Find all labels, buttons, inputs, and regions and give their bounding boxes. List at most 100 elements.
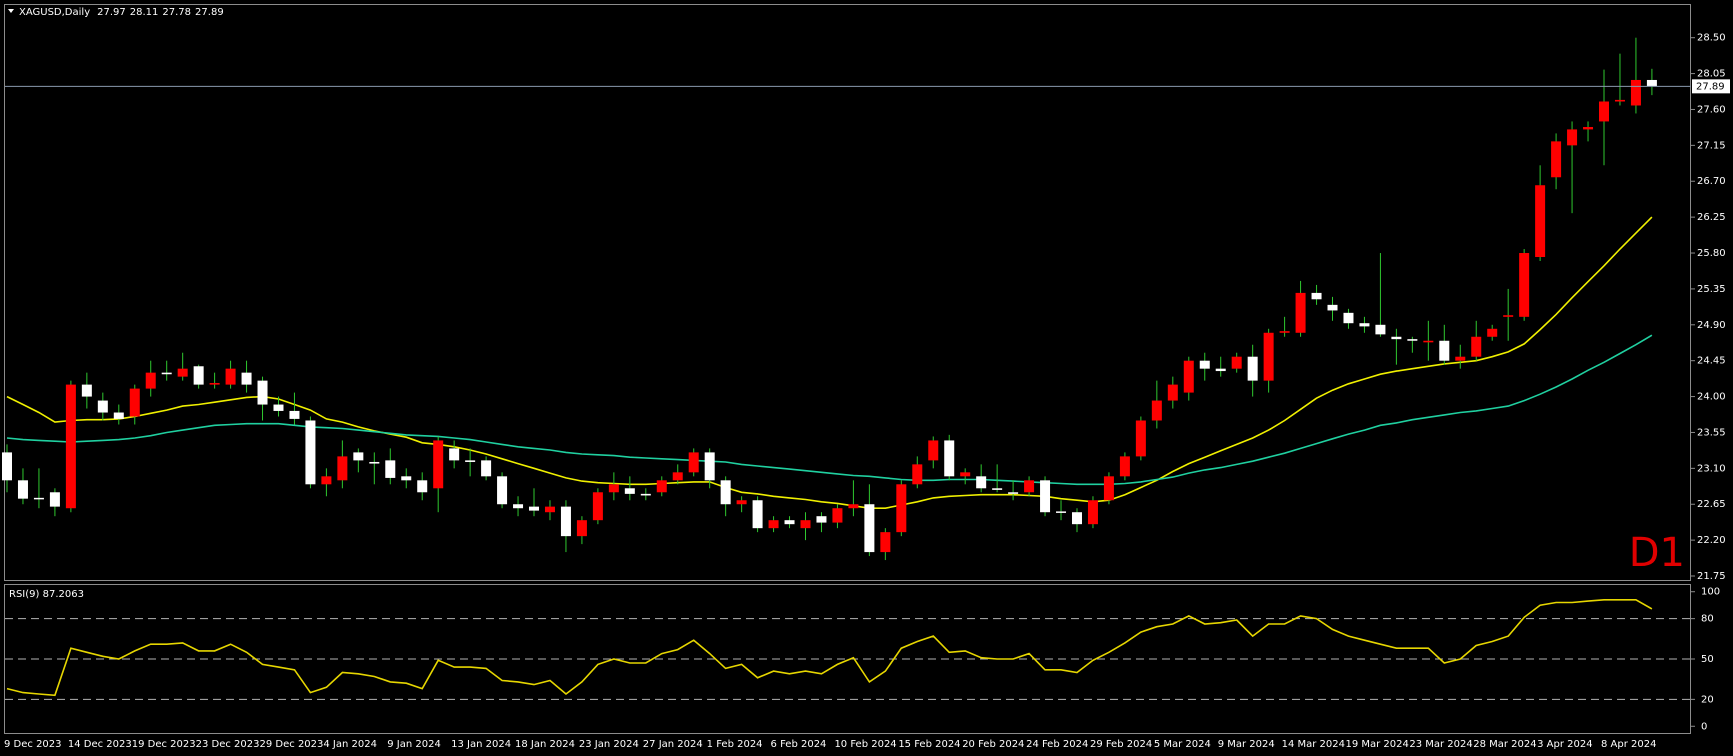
x-tick-label: 20 Feb 2024	[962, 739, 1024, 750]
candle-body	[736, 500, 747, 505]
current-price-box	[1692, 79, 1730, 94]
y-tick-label: 50	[1701, 654, 1714, 665]
candle-body	[337, 456, 348, 481]
candle-body	[1231, 356, 1242, 369]
candle-body	[161, 372, 172, 375]
candle-body	[273, 404, 284, 411]
candle-body	[992, 488, 1003, 490]
symbol: XAGUSD,Daily	[19, 7, 90, 18]
candle-body	[864, 504, 875, 553]
candle-body	[1471, 336, 1482, 357]
candle-body	[1359, 323, 1370, 327]
candle-body	[544, 506, 555, 513]
candle-body	[1215, 368, 1226, 372]
candle-body	[433, 440, 444, 489]
x-tick-label: 9 Dec 2023	[4, 739, 62, 750]
x-tick-label: 29 Dec 2023	[260, 739, 324, 750]
candle-body	[145, 372, 156, 389]
y-tick-label: 23.55	[1697, 427, 1726, 438]
candle-body	[513, 504, 524, 509]
candle-body	[1614, 99, 1625, 102]
x-tick-label: 27 Jan 2024	[643, 739, 703, 750]
candle-body	[1455, 356, 1466, 361]
candle-body	[912, 464, 923, 485]
x-tick-label: 24 Feb 2024	[1026, 739, 1088, 750]
candle-body	[1551, 141, 1562, 178]
candle-body	[481, 460, 492, 477]
x-tick-label: 9 Jan 2024	[387, 739, 441, 750]
candle-body	[1087, 500, 1098, 525]
candle-body	[1008, 492, 1019, 494]
candle-body	[1567, 129, 1578, 146]
candle-body	[1040, 480, 1051, 513]
candle-body	[225, 368, 236, 385]
candle-body	[305, 420, 316, 485]
y-tick-label: 22.65	[1697, 499, 1726, 510]
x-tick-label: 4 Jan 2024	[323, 739, 377, 750]
candle-body	[704, 452, 715, 481]
candle-body	[289, 410, 300, 419]
y-tick-label: 26.70	[1697, 176, 1726, 187]
rsi-line	[6, 599, 1653, 697]
y-tick-label: 21.75	[1697, 571, 1726, 582]
candle-body	[832, 508, 843, 523]
x-tick-label: 23 Mar 2024	[1409, 739, 1472, 750]
candle-body	[1183, 360, 1194, 393]
timeframe-watermark: D1	[1629, 530, 1685, 576]
candle-body	[1119, 456, 1130, 477]
last-high: 28.11	[130, 7, 159, 18]
candle-body	[369, 461, 380, 464]
candle-body	[1519, 253, 1530, 317]
candle-body	[640, 493, 651, 496]
main-pane-border	[4, 4, 1691, 581]
candle-body	[560, 506, 571, 537]
candle-body	[960, 472, 971, 477]
candle-body	[1199, 360, 1210, 369]
candle-body	[1391, 336, 1402, 340]
candle-body	[1167, 384, 1178, 401]
x-tick-label: 15 Feb 2024	[898, 739, 960, 750]
candle-body	[1407, 339, 1418, 341]
candle-body	[1151, 400, 1162, 421]
candle-body	[816, 516, 827, 523]
candle-body	[385, 460, 396, 478]
x-tick-label: 29 Feb 2024	[1090, 739, 1152, 750]
candle-body	[720, 480, 731, 505]
candle-body	[113, 412, 124, 419]
x-tick-label: 18 Jan 2024	[515, 739, 575, 750]
candle-body	[1071, 512, 1082, 525]
candle-body	[656, 480, 667, 493]
candle-body	[848, 504, 859, 509]
candle-body	[321, 476, 332, 485]
y-tick-label: 28.50	[1697, 33, 1726, 44]
candle-body	[1630, 79, 1641, 106]
candle-body	[353, 452, 364, 461]
candle-body	[49, 492, 60, 507]
candle-body	[1535, 185, 1546, 258]
candle-body	[2, 452, 12, 481]
candle-body	[1503, 315, 1514, 317]
candle-body	[1487, 328, 1498, 337]
candle-body	[624, 488, 635, 494]
candle-body	[880, 532, 891, 553]
candle-body	[944, 440, 955, 477]
candle-body	[449, 448, 460, 461]
chart-header: XAGUSD,Daily 27.97 28.11 27.78 27.89	[19, 7, 224, 18]
candle-body	[1295, 292, 1306, 333]
y-tick-label: 25.35	[1697, 284, 1726, 295]
x-tick-label: 23 Jan 2024	[579, 739, 639, 750]
x-tick-label: 14 Mar 2024	[1282, 739, 1345, 750]
y-tick-label: 27.15	[1697, 140, 1726, 151]
rsi-title: RSI(9) 87.2063	[9, 589, 84, 600]
candle-body	[497, 476, 508, 505]
candle-body	[1024, 480, 1035, 493]
y-tick-label: 27.60	[1697, 104, 1726, 115]
candle-body	[97, 400, 108, 413]
candle-body	[608, 484, 619, 493]
y-tick-label: 28.05	[1697, 69, 1726, 80]
candle-body	[576, 520, 587, 537]
x-tick-label: 14 Dec 2023	[68, 739, 132, 750]
candle-body	[1056, 511, 1067, 513]
x-tick-label: 28 Mar 2024	[1473, 739, 1536, 750]
